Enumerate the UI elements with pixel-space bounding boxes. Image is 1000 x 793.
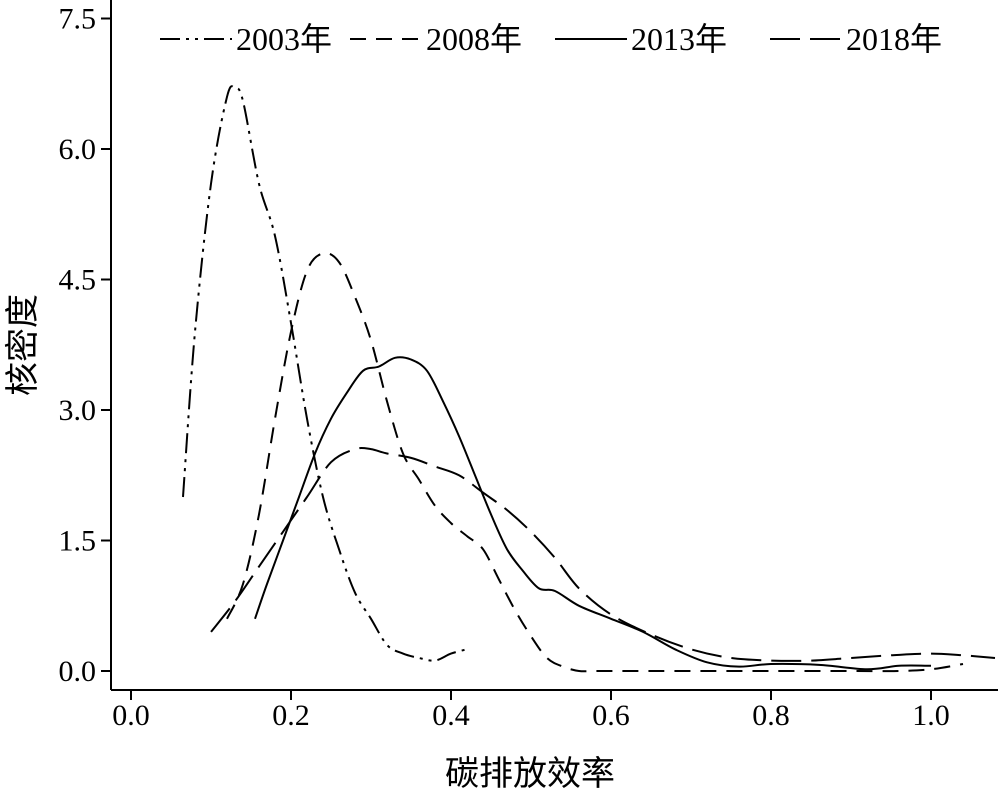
x-tick-label: 0.2 <box>272 699 310 732</box>
axes <box>110 0 998 691</box>
series-layer <box>182 85 996 673</box>
x-axis-title: 碳排放效率 <box>445 754 615 793</box>
series-line-3 <box>254 356 932 671</box>
y-tick-label: 3.0 <box>59 394 97 427</box>
legend-label-4: 2018年 <box>846 21 942 57</box>
legend-label-3: 2013年 <box>631 21 727 57</box>
x-tick-label: 1.0 <box>912 699 950 732</box>
y-tick-label: 1.5 <box>59 525 97 558</box>
legend: 2003年 2008年 2013年 2018年 <box>160 21 942 57</box>
series-line-1 <box>182 85 468 662</box>
y-tick-label: 4.5 <box>59 264 97 297</box>
series-line-2 <box>226 252 964 673</box>
x-tick-label: 0.0 <box>112 699 150 732</box>
legend-label-1: 2003年 <box>236 21 332 57</box>
legend-label-2: 2008年 <box>426 21 522 57</box>
y-tick-label: 7.5 <box>59 3 97 36</box>
x-tick-label: 0.8 <box>752 699 790 732</box>
y-tick-label: 6.0 <box>59 133 97 166</box>
x-tick-label: 0.4 <box>432 699 470 732</box>
x-tick-label: 0.6 <box>592 699 630 732</box>
series-line-4 <box>210 446 996 662</box>
ticks: 0.0 0.2 0.4 0.6 0.8 1.0 0.0 1.5 3.0 4.5 6.0 7.5 <box>59 3 950 733</box>
y-axis-title: 核密度 <box>3 294 43 396</box>
y-tick-label: 0.0 <box>59 655 97 688</box>
